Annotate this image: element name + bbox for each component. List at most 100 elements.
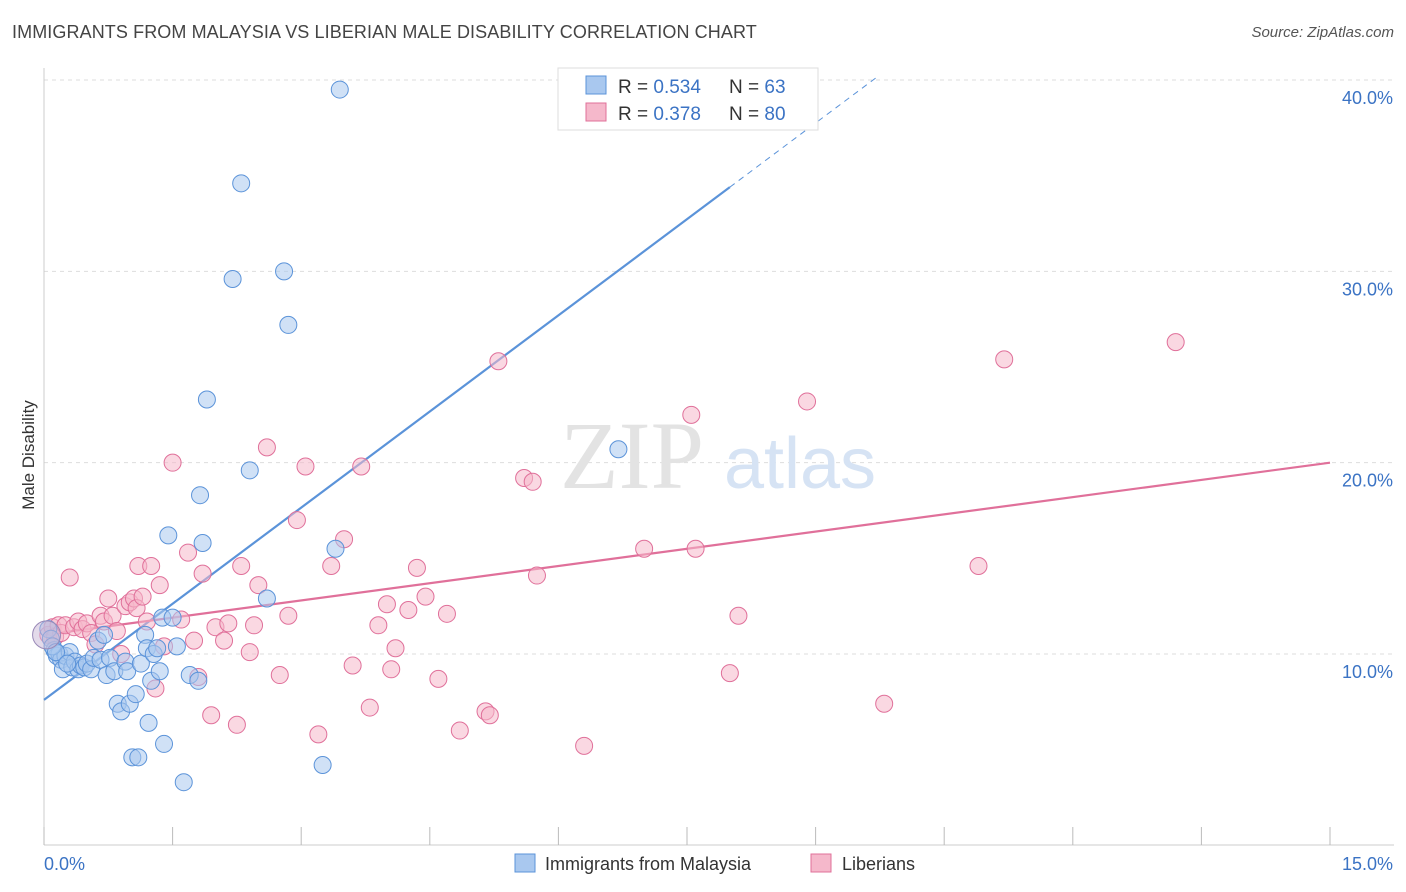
data-point xyxy=(257,438,276,457)
source-label: Source: ZipAtlas.com xyxy=(1251,24,1394,41)
legend-n-value: 63 xyxy=(764,77,785,98)
svg-text:R = 0.534: R = 0.534 xyxy=(618,77,701,98)
data-point xyxy=(360,698,379,717)
data-point xyxy=(191,486,210,505)
data-point xyxy=(129,748,148,767)
data-point xyxy=(163,608,182,627)
data-point xyxy=(875,694,894,713)
bottom-legend: Immigrants from Malaysia Liberians xyxy=(514,853,915,874)
y-tick-label: 10.0% xyxy=(1342,662,1393,682)
data-point xyxy=(193,534,212,553)
trend-lines xyxy=(43,77,1331,701)
data-point xyxy=(407,558,426,577)
watermark-atlas: atlas xyxy=(724,424,876,504)
data-point xyxy=(232,174,251,193)
data-point xyxy=(150,576,169,595)
data-point xyxy=(131,654,150,673)
data-point xyxy=(969,556,988,575)
data-point xyxy=(202,706,221,725)
data-point xyxy=(309,725,328,744)
data-point xyxy=(99,589,118,608)
data-point xyxy=(527,566,546,585)
legend-r-value: 0.378 xyxy=(653,104,701,125)
data-point xyxy=(1166,333,1185,352)
data-point xyxy=(296,457,315,476)
data-point xyxy=(270,666,289,685)
legend-swatch-liberians xyxy=(585,102,607,122)
data-point xyxy=(249,576,268,595)
data-point xyxy=(326,539,345,558)
data-point xyxy=(185,631,204,650)
legend-box: R = 0.534 N = 63 R = 0.378 N = 80 xyxy=(557,67,819,131)
data-point xyxy=(798,392,817,411)
data-point xyxy=(139,713,158,732)
legend-n-value: 80 xyxy=(764,104,785,125)
bottom-legend-swatch-liberians xyxy=(810,853,832,873)
data-point xyxy=(167,637,186,656)
data-point xyxy=(635,539,654,558)
data-point xyxy=(399,600,418,619)
data-point xyxy=(58,654,77,673)
data-point xyxy=(155,734,174,753)
data-point xyxy=(287,511,306,530)
data-point xyxy=(223,269,242,288)
data-point xyxy=(126,685,145,704)
data-point xyxy=(480,706,499,725)
data-point xyxy=(369,616,388,635)
data-point xyxy=(279,606,298,625)
watermark: ZIP atlas xyxy=(560,402,876,509)
legend-r-label: R = xyxy=(618,77,653,98)
data-point xyxy=(382,660,401,679)
data-point xyxy=(197,390,216,409)
data-point xyxy=(240,643,259,662)
svg-text:R = 0.378: R = 0.378 xyxy=(618,104,701,125)
legend-swatch-malaysia xyxy=(585,75,607,95)
data-point xyxy=(729,606,748,625)
data-point xyxy=(245,616,264,635)
legend-n-label: N = xyxy=(729,77,764,98)
y-tick-label: 40.0% xyxy=(1342,88,1393,108)
x-tick-labels: 0.0% 15.0% xyxy=(44,854,1393,874)
data-point xyxy=(150,662,169,681)
svg-text:N = 80: N = 80 xyxy=(729,104,786,125)
data-point xyxy=(174,773,193,792)
data-point xyxy=(523,472,542,491)
data-point xyxy=(450,721,469,740)
data-point xyxy=(575,736,594,755)
y-tick-label: 30.0% xyxy=(1342,279,1393,299)
svg-text:N = 63: N = 63 xyxy=(729,77,786,98)
data-point xyxy=(386,639,405,658)
data-point xyxy=(142,556,161,575)
data-point xyxy=(429,669,448,688)
data-point xyxy=(437,604,456,623)
data-point xyxy=(343,656,362,675)
bottom-legend-swatch-malaysia xyxy=(514,853,536,873)
data-point xyxy=(189,671,208,690)
data-point xyxy=(489,352,508,371)
y-axis-label: Male Disability xyxy=(19,400,38,510)
data-point xyxy=(279,315,298,334)
axes xyxy=(43,68,1394,846)
data-point xyxy=(720,664,739,683)
data-point xyxy=(148,639,167,658)
data-point xyxy=(60,568,79,587)
data-point xyxy=(240,461,259,480)
data-point xyxy=(219,614,238,633)
data-point xyxy=(32,620,62,650)
data-point xyxy=(416,587,435,606)
legend-n-label: N = xyxy=(729,104,764,125)
trend-line-extension xyxy=(729,77,876,188)
data-points xyxy=(32,80,1185,792)
legend-r-label: R = xyxy=(618,104,653,125)
data-point xyxy=(322,556,341,575)
legend-r-value: 0.534 xyxy=(653,77,701,98)
watermark-zip: ZIP xyxy=(560,402,704,509)
data-point xyxy=(275,262,294,281)
data-point xyxy=(163,453,182,472)
chart-title: IMMIGRANTS FROM MALAYSIA VS LIBERIAN MAL… xyxy=(12,22,757,42)
y-tick-label: 20.0% xyxy=(1342,471,1393,491)
x-tick-label: 0.0% xyxy=(44,854,85,874)
data-point xyxy=(313,755,332,774)
data-point xyxy=(215,631,234,650)
